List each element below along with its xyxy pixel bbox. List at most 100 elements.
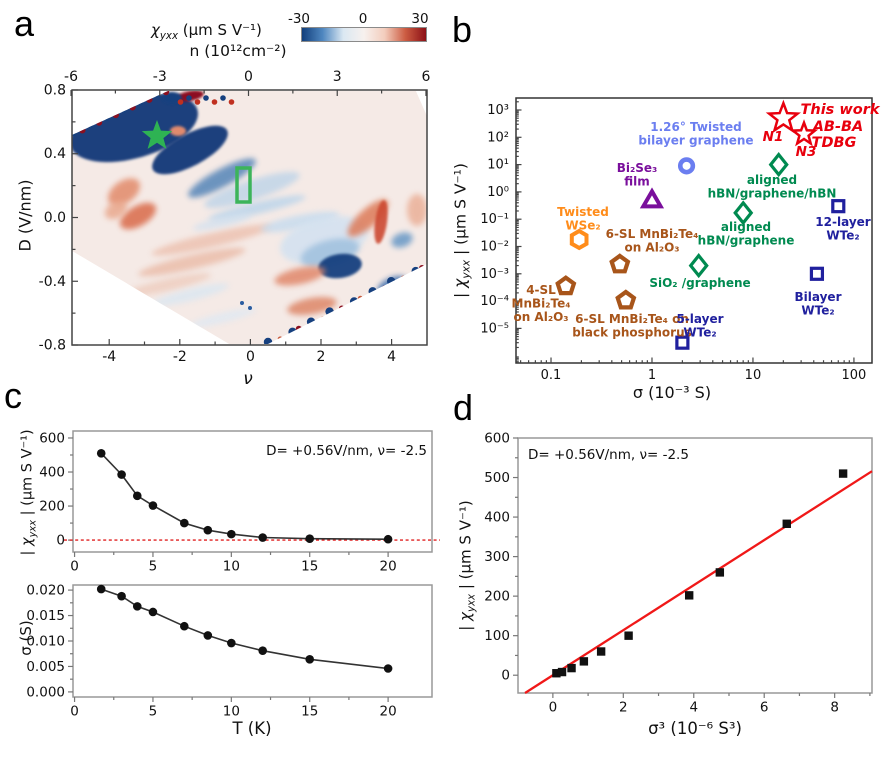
- tick-label: 4: [689, 700, 698, 716]
- series-label: on Al₂O₃: [513, 310, 568, 324]
- data-point: [838, 469, 848, 478]
- tick-label: 10⁻⁴: [480, 294, 509, 309]
- tick-label: 10⁻⁵: [480, 321, 509, 336]
- data-point: [383, 534, 393, 544]
- tick-label: 0.8: [44, 82, 66, 98]
- tick-label: 0.1: [541, 368, 562, 383]
- panel-a-letter: a: [14, 3, 35, 44]
- tick-label: 5: [149, 559, 158, 575]
- tick-label: 10: [745, 368, 762, 383]
- series-label: bilayer graphene: [638, 133, 753, 147]
- panel-c-annotation: D= +0.56V/nm, ν= -2.5: [266, 443, 427, 459]
- marker-open-pentagon: [609, 253, 631, 274]
- colorbar-label: χyxx (μm S V⁻¹): [151, 21, 262, 42]
- marker-open-square: [831, 199, 846, 214]
- panel-a-colormap: [72, 91, 427, 344]
- series-label: aligned: [747, 173, 797, 187]
- data-point: [117, 470, 126, 479]
- data-line: [100, 588, 389, 670]
- colorbar-tick-max: 30: [411, 11, 429, 27]
- series-label: This work: [800, 102, 880, 118]
- marker-open-square: [809, 266, 825, 281]
- data-point: [782, 519, 791, 528]
- tick-label: 10³: [487, 103, 509, 118]
- data-point: [203, 631, 213, 640]
- tick-label: 10²: [487, 130, 509, 145]
- marker-open-hexagon: [569, 228, 589, 251]
- panel-c-x-axis-title: T (K): [232, 719, 272, 738]
- marker-star: [789, 119, 819, 147]
- tick-label: 10⁻¹: [480, 212, 509, 227]
- data-point: [305, 534, 315, 544]
- tick-label: -4: [102, 349, 116, 365]
- panel-b-x-axis-title: σ (10⁻³ S): [632, 383, 712, 402]
- panel-b-y-axis-title: | χyxx | (μm S V⁻¹): [451, 163, 473, 298]
- tick-label: 20: [380, 559, 397, 575]
- tick-label: 3: [333, 69, 342, 85]
- data-point: [148, 501, 158, 510]
- data-point: [180, 621, 189, 631]
- tick-label: 10¹: [487, 158, 509, 173]
- marker-open-pentagon: [555, 275, 577, 296]
- series-label: 6-SL MnBi₂Te₄: [606, 227, 699, 241]
- data-point: [96, 448, 106, 458]
- series-label: on Al₂O₃: [624, 240, 679, 254]
- data-point: [258, 533, 267, 542]
- tick-label: 20: [380, 704, 397, 720]
- panel-c-top-y-axis-title: | χyxx | (μm S V⁻¹): [19, 429, 39, 556]
- data-point: [715, 568, 725, 577]
- series-label: 12-layer: [815, 215, 870, 229]
- tick-label: 0.000: [26, 684, 65, 700]
- series-label: N3: [796, 144, 817, 160]
- tick-label: 100: [484, 628, 510, 644]
- tick-label: 10⁻²: [480, 239, 509, 254]
- tick-label: 600: [39, 430, 65, 446]
- tick-label: 10⁻³: [480, 267, 509, 282]
- colorbar-tick-min: -30: [287, 11, 311, 27]
- tick-label: 1: [648, 368, 656, 383]
- data-point: [305, 655, 315, 664]
- series-label: Twisted: [557, 205, 609, 219]
- series-label: film: [624, 174, 650, 188]
- tick-label: -0.8: [39, 338, 66, 354]
- tick-label: -2: [173, 349, 187, 365]
- data-point: [383, 664, 393, 673]
- tick-label: 15: [301, 704, 318, 720]
- tick-label: 0: [70, 559, 79, 575]
- tick-label: 500: [484, 470, 510, 486]
- data-point: [624, 631, 633, 640]
- tick-label: 0.005: [26, 659, 65, 675]
- tick-label: 100: [842, 368, 867, 383]
- marker-open-diamond: [733, 200, 754, 226]
- series-label: N1: [763, 129, 784, 145]
- tick-label: 5: [149, 704, 158, 720]
- tick-label: 0: [501, 668, 510, 684]
- tick-label: 4: [387, 349, 396, 365]
- tick-label: -0.4: [39, 274, 66, 290]
- tick-label: 8: [830, 700, 839, 716]
- series-label: WTe₂: [683, 325, 716, 339]
- data-point: [684, 591, 694, 600]
- panel-a-x-axis-title: ν: [243, 369, 253, 389]
- tick-label: 6: [422, 69, 431, 85]
- tick-label: 0: [70, 704, 79, 720]
- tick-label: 200: [484, 589, 510, 605]
- series-label: hBN/graphene: [698, 233, 795, 247]
- series-label: MnBi₂Te₄: [512, 296, 571, 310]
- data-point: [180, 518, 189, 528]
- tick-label: 2: [619, 700, 628, 716]
- tick-label: 400: [39, 465, 65, 481]
- tick-label: 10⁰: [487, 185, 509, 200]
- tick-label: 0: [549, 700, 558, 716]
- tick-label: 10: [223, 559, 240, 575]
- series-label: AB-BA: [812, 119, 864, 135]
- panel-b-letter: b: [452, 9, 473, 50]
- series-label: black phosphorus: [572, 325, 692, 339]
- tick-label: 2: [317, 349, 326, 365]
- tick-label: 0.010: [26, 634, 65, 650]
- tick-label: 300: [484, 549, 510, 565]
- tick-label: -6: [64, 69, 78, 85]
- data-point: [132, 491, 142, 501]
- tick-label: 0.020: [26, 583, 65, 599]
- series-label: 4-SL: [526, 283, 556, 297]
